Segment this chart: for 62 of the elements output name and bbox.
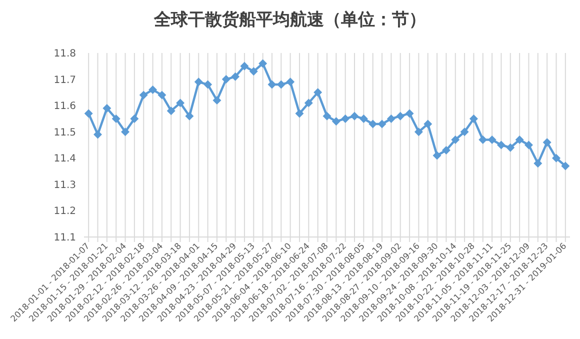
point — [396, 112, 404, 120]
point — [94, 130, 102, 139]
point — [460, 128, 469, 136]
y-tick-label: 11.1 — [54, 232, 76, 244]
point — [222, 75, 230, 84]
point — [295, 109, 304, 118]
point — [451, 136, 460, 144]
point — [322, 112, 332, 120]
point — [304, 98, 313, 107]
point — [478, 136, 487, 144]
point — [194, 78, 203, 86]
point — [524, 140, 533, 150]
point — [112, 114, 120, 123]
point — [121, 128, 130, 136]
point — [442, 146, 450, 154]
point — [102, 104, 111, 112]
point — [341, 114, 350, 123]
y-tick-label: 11.7 — [54, 74, 76, 86]
y-tick-label: 11.6 — [54, 101, 76, 112]
point — [378, 120, 386, 128]
point — [158, 91, 166, 100]
point — [258, 59, 267, 68]
y-tick-label: 11.3 — [54, 180, 76, 191]
point — [250, 67, 258, 76]
point — [204, 80, 212, 89]
point — [277, 80, 286, 89]
point — [167, 106, 176, 115]
y-tick-label: 11.8 — [54, 48, 76, 60]
point — [424, 120, 432, 128]
point — [240, 62, 249, 70]
point — [414, 128, 423, 136]
point — [185, 112, 194, 120]
point — [212, 96, 221, 104]
point — [84, 109, 93, 118]
point — [488, 136, 496, 144]
point — [231, 72, 240, 81]
point — [506, 144, 514, 152]
point — [268, 80, 276, 89]
point — [176, 98, 184, 107]
y-tick-label: 11.4 — [54, 154, 76, 165]
point — [552, 154, 560, 162]
point — [350, 112, 359, 120]
point — [387, 114, 396, 123]
point — [470, 114, 478, 123]
point — [534, 159, 542, 168]
point — [360, 114, 368, 123]
y-tick-label: 11.5 — [54, 127, 76, 138]
point — [561, 162, 570, 170]
point — [368, 120, 377, 128]
point — [140, 91, 148, 100]
point — [516, 136, 524, 144]
point — [433, 151, 442, 160]
point — [543, 138, 552, 146]
point — [405, 109, 414, 118]
point — [332, 117, 340, 126]
y-tick-label: 11.2 — [54, 206, 76, 218]
point — [148, 86, 157, 94]
point — [497, 140, 506, 150]
point — [314, 88, 322, 96]
point — [130, 114, 138, 123]
chart-title: 全球干散货船平均航速（单位：节） — [153, 10, 426, 30]
point — [286, 78, 294, 86]
